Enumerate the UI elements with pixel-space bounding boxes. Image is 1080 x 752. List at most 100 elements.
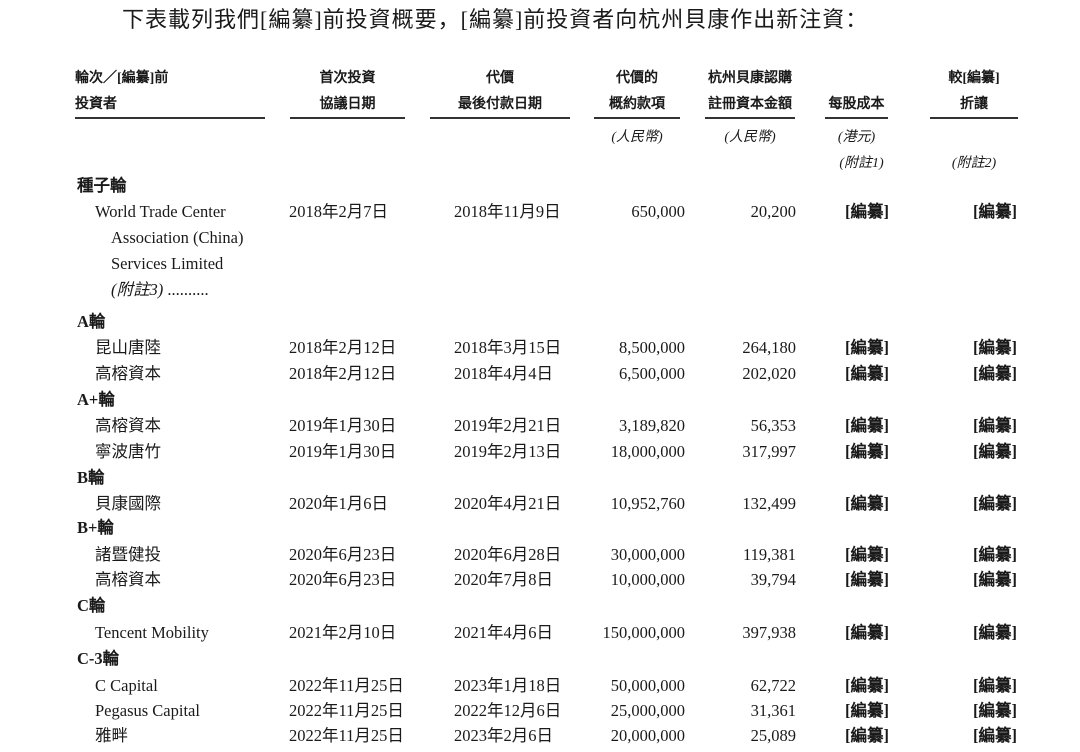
amount: 25,000,000 [610,701,685,720]
payment-date: 2020年6月28日 [454,545,562,564]
cost-per-share: [編纂] [845,545,889,564]
header-line: 協議日期 [319,97,376,112]
leader-dots: .......... [163,280,209,299]
cost-per-share: [編纂] [845,202,889,221]
discount: [編纂] [973,416,1017,435]
payment-date: 2018年4月4日 [454,364,553,383]
cost-per-share: [編纂] [845,726,889,745]
note-cost-per-share: (附註1) [839,156,884,171]
discount: [編纂] [973,726,1017,745]
investor-name: World Trade Center [95,202,226,221]
payment-date: 2022年12月6日 [454,701,562,720]
round-heading: B輪 [77,468,105,487]
header-rule [930,117,1018,119]
discount: [編纂] [973,494,1017,513]
registered-capital: 397,938 [742,623,796,642]
intro-text: 下表載列我們[編纂]前投資概要，[編纂]前投資者向杭州貝康作出新注資： [122,7,869,32]
agreement-date: 2018年2月7日 [289,202,388,221]
header-rule [705,117,795,119]
header-registered-capital: 杭州貝康認購 註冊資本金額 [700,66,800,118]
footnote-ref: (附註3) [111,280,164,299]
header-cost-per-share: 每股成本 [820,66,893,118]
discount: [編纂] [973,364,1017,383]
round-heading: A+輪 [77,390,115,409]
investor-name: 雅畔 [95,726,128,745]
header-amount: 代價的 概約款項 [594,66,680,118]
agreement-date: 2020年6月23日 [289,545,397,564]
round-heading: 種子輪 [77,176,127,195]
investor-name: 貝康國際 [95,494,161,513]
header-line: 較[編纂] [948,71,1000,86]
payment-date: 2020年7月8日 [454,570,553,589]
agreement-date: 2021年2月10日 [289,623,397,642]
cost-per-share: [編纂] [845,701,889,720]
amount: 10,000,000 [610,570,685,589]
amount: 18,000,000 [610,442,685,461]
registered-capital: 56,353 [750,416,796,435]
payment-date: 2018年11月9日 [454,202,561,221]
agreement-date: 2020年1月6日 [289,494,388,513]
round-heading: A輪 [77,312,106,331]
header-line: 註冊資本金額 [708,97,792,112]
registered-capital: 31,361 [750,701,796,720]
registered-capital: 62,722 [750,676,796,695]
registered-capital: 202,020 [742,364,796,383]
unit-cost-per-share: (港元) [837,130,876,145]
investor-name: 高榕資本 [95,570,161,589]
header-rule [594,117,680,119]
investor-name: 諸暨健投 [95,545,161,564]
registered-capital: 119,381 [742,545,796,564]
round-heading: C-3輪 [77,649,120,668]
unit-registered-capital: (人民幣) [724,130,776,145]
header-line: 代價 [486,71,514,86]
agreement-date: 2022年11月25日 [289,701,404,720]
payment-date: 2018年3月15日 [454,338,562,357]
investor-name: Services Limited [111,254,224,273]
registered-capital: 317,997 [742,442,796,461]
agreement-date: 2022年11月25日 [289,676,404,695]
investor-name: Tencent Mobility [95,623,209,642]
header-rule [290,117,405,119]
investor-name: Association (China) [111,228,244,247]
header-line: 最後付款日期 [458,97,542,112]
agreement-date: 2018年2月12日 [289,338,397,357]
header-agreement-date: 首次投資 協議日期 [290,66,405,118]
investor-name-tail: (附註3) .......... [111,279,209,301]
discount: [編纂] [973,676,1017,695]
amount: 50,000,000 [610,676,685,695]
header-line: 每股成本 [828,97,885,112]
discount: [編纂] [973,202,1017,221]
amount: 3,189,820 [619,416,685,435]
header-line: 折讓 [960,97,988,112]
cost-per-share: [編纂] [845,623,889,642]
registered-capital: 20,200 [750,202,796,221]
cost-per-share: [編纂] [845,570,889,589]
discount: [編纂] [973,701,1017,720]
header-line: 首次投資 [319,71,376,86]
amount: 6,500,000 [619,364,685,383]
discount: [編纂] [973,338,1017,357]
investor-name: 高榕資本 [95,364,161,383]
header-line [820,66,893,92]
payment-date: 2019年2月21日 [454,416,562,435]
cost-per-share: [編纂] [845,676,889,695]
cost-per-share: [編纂] [845,338,889,357]
note-discount: (附註2) [951,156,997,171]
header-line: 概約款項 [609,97,665,112]
amount: 150,000,000 [602,623,686,642]
investor-name: 高榕資本 [95,416,161,435]
header-line: 輪次／[編纂]前 [75,71,169,86]
header-rule [825,117,888,119]
agreement-date: 2022年11月25日 [289,726,404,745]
registered-capital: 25,089 [750,726,796,745]
payment-date: 2019年2月13日 [454,442,562,461]
unit-amount: (人民幣) [611,130,663,145]
header-payment-date: 代價 最後付款日期 [430,66,570,118]
investor-name: 昆山唐陸 [95,338,161,357]
agreement-date: 2020年6月23日 [289,570,397,589]
agreement-date: 2019年1月30日 [289,416,397,435]
discount: [編纂] [973,623,1017,642]
cost-per-share: [編纂] [845,416,889,435]
header-line: 代價的 [616,71,658,86]
registered-capital: 39,794 [750,570,796,589]
